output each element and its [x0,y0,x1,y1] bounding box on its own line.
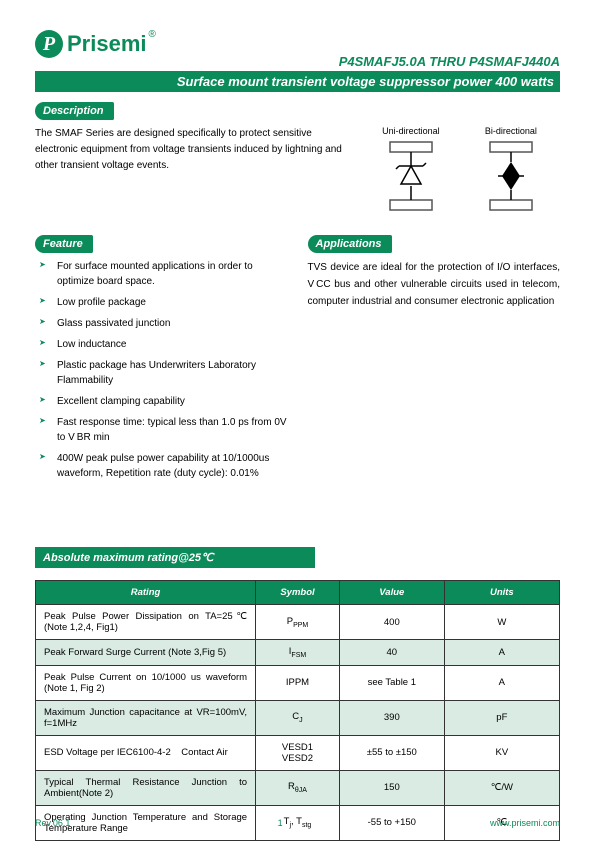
ratings-header-cell: Units [444,581,559,605]
feature-item: 400W peak pulse power capability at 10/1… [39,451,288,481]
bi-label: Bi-directional [484,126,538,136]
symbol-cell: PPPM [256,605,340,640]
units-cell: ℃/W [444,770,559,805]
symbol-cell: IPPM [256,665,340,700]
table-row: ESD Voltage per IEC6100-4-2 Contact AirV… [36,735,560,770]
rating-cell: Typical Thermal Resistance Junction to A… [36,770,256,805]
units-cell: pF [444,700,559,735]
ratings-table: RatingSymbolValueUnits Peak Pulse Power D… [35,580,560,841]
footer: Rev.06.1 1 www.prisemi.com [35,818,560,828]
rating-cell: Peak Pulse Power Dissipation on TA=25℃ (… [36,605,256,640]
uni-directional-icon [384,140,438,212]
bi-directional-icon [484,140,538,212]
rating-cell: Peak Pulse Current on 10/1000 us wavefor… [36,665,256,700]
feature-item: Low profile package [39,295,288,310]
description-row: The SMAF Series are designed specificall… [35,126,560,215]
symbol-cell: CJ [256,700,340,735]
ratings-header-cell: Symbol [256,581,340,605]
subtitle-bar: Surface mount transient voltage suppress… [35,71,560,92]
footer-rev: Rev.06.1 [35,818,70,828]
units-cell: A [444,640,559,666]
table-row: Peak Pulse Current on 10/1000 us wavefor… [36,665,560,700]
units-cell: A [444,665,559,700]
feature-column: Feature For surface mounted applications… [35,235,288,487]
description-text: The SMAF Series are designed specificall… [35,126,360,215]
units-cell: W [444,605,559,640]
symbol-cell: VESD1VESD2 [256,735,340,770]
value-cell: 390 [339,700,444,735]
feature-item: Glass passivated junction [39,316,288,331]
symbol-cell: IFSM [256,640,340,666]
applications-column: Applications TVS device are ideal for th… [308,235,561,487]
table-row: Peak Pulse Power Dissipation on TA=25℃ (… [36,605,560,640]
value-cell: ±55 to ±150 [339,735,444,770]
logo-icon: P [35,30,63,58]
registered-icon: ® [149,29,156,40]
footer-page: 1 [278,818,283,828]
table-row: Peak Forward Surge Current (Note 3,Fig 5… [36,640,560,666]
feature-label: Feature [35,235,93,253]
diagram-column: Uni-directional Bi-directional [360,126,560,215]
ratings-header-cell: Rating [36,581,256,605]
ratings-title: Absolute maximum rating@25℃ [35,547,315,568]
applications-text: TVS device are ideal for the protection … [308,259,561,310]
table-row: Maximum Junction capacitance at VR=100mV… [36,700,560,735]
brand-name: Prisemi [67,31,147,57]
feature-item: Plastic package has Underwriters Laborat… [39,358,288,388]
footer-url: www.prisemi.com [490,818,560,828]
symbol-cell: RθJA [256,770,340,805]
units-cell: KV [444,735,559,770]
table-row: Typical Thermal Resistance Junction to A… [36,770,560,805]
rating-cell: Peak Forward Surge Current (Note 3,Fig 5… [36,640,256,666]
feature-item: Low inductance [39,337,288,352]
applications-label: Applications [308,235,392,253]
value-cell: 150 [339,770,444,805]
feature-applications-row: Feature For surface mounted applications… [35,235,560,487]
rating-cell: ESD Voltage per IEC6100-4-2 Contact Air [36,735,256,770]
uni-directional-diagram: Uni-directional [382,126,440,215]
value-cell: 40 [339,640,444,666]
feature-list: For surface mounted applications in orde… [35,259,288,481]
feature-item: Excellent clamping capability [39,394,288,409]
rating-cell: Maximum Junction capacitance at VR=100mV… [36,700,256,735]
bi-directional-diagram: Bi-directional [484,126,538,215]
value-cell: 400 [339,605,444,640]
feature-item: For surface mounted applications in orde… [39,259,288,289]
feature-item: Fast response time: typical less than 1.… [39,415,288,445]
ratings-header-cell: Value [339,581,444,605]
value-cell: see Table 1 [339,665,444,700]
uni-label: Uni-directional [382,126,440,136]
description-label: Description [35,102,114,120]
